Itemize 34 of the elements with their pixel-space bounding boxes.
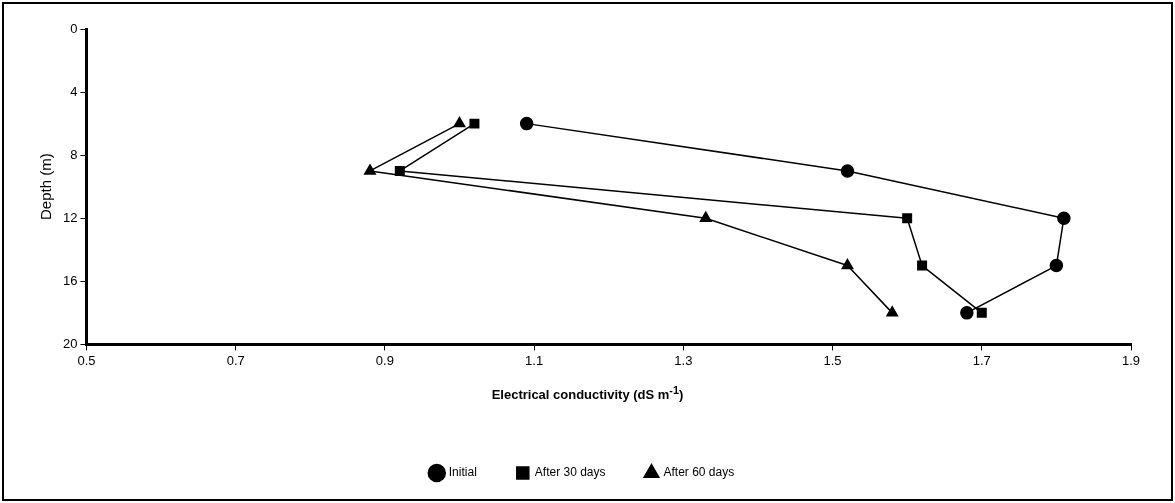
legend-label: After 30 days [534,465,606,480]
point [699,211,712,222]
x-tick-label: 0.9 [375,352,394,368]
point [917,260,928,271]
point [840,164,855,178]
point [841,258,854,270]
point [364,164,376,175]
y-tick-label: 12 [62,209,78,225]
point [976,307,987,318]
legend-label: After 60 days [663,465,735,480]
x-tick-label: 1.9 [1121,352,1141,368]
point [1049,258,1064,273]
x-tick-label: 1.5 [823,352,842,368]
point [394,165,405,176]
y-tick-label: 4 [70,83,78,99]
y-tick-label: 8 [70,146,78,162]
legend-label: Initial [448,465,477,480]
y-tick-label: 16 [62,272,78,288]
point [886,306,899,317]
point [453,116,466,128]
x-tick-label: 1.1 [525,352,544,368]
y-tick-label: 0 [70,20,78,36]
x-axis-title: Electrical conductivity (dS m$^{-1}$) [490,384,685,403]
x-tick-label: 0.5 [77,352,96,368]
point [469,118,480,129]
point [960,306,974,320]
y-axis-title: Depth (m) [37,153,55,221]
point [519,116,534,131]
point [902,213,913,224]
y-tick-label: 20 [62,335,78,351]
point [1057,211,1071,225]
x-tick-label: 1.7 [972,352,991,368]
x-tick-label: 1.3 [674,352,693,368]
x-tick-label: 0.7 [226,352,245,368]
